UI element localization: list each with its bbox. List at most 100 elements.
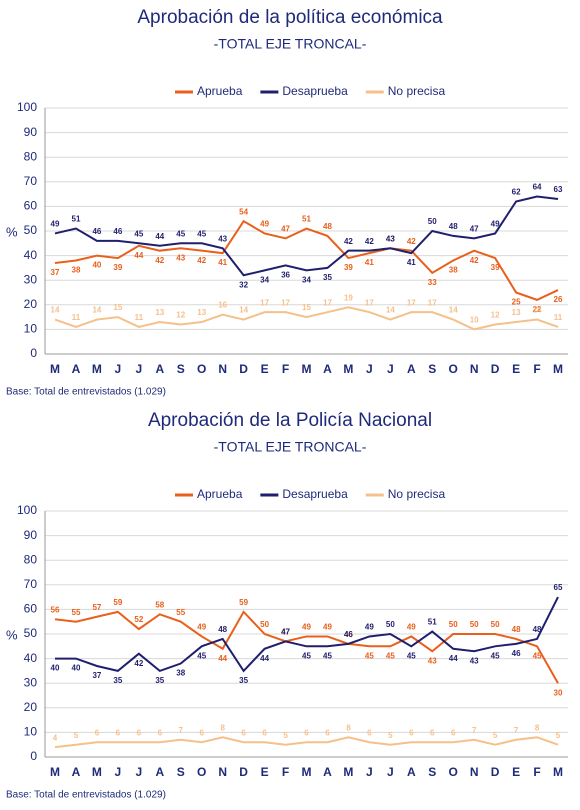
x-tick-label: O bbox=[449, 765, 458, 779]
data-label: 40 bbox=[92, 261, 101, 270]
data-label: 45 bbox=[197, 229, 206, 238]
y-tick-label: 80 bbox=[24, 552, 38, 566]
data-label: 11 bbox=[554, 313, 563, 322]
data-label: 17 bbox=[281, 298, 290, 307]
data-label: 26 bbox=[554, 295, 563, 304]
data-label: 39 bbox=[491, 263, 500, 272]
series-line bbox=[55, 596, 559, 673]
data-label: 48 bbox=[533, 625, 542, 634]
x-tick-label: D bbox=[239, 362, 248, 376]
series-line bbox=[54, 736, 559, 749]
legend-label: No precisa bbox=[388, 487, 446, 501]
data-label: 5 bbox=[493, 731, 498, 740]
series-line bbox=[54, 195, 559, 277]
y-tick-label: 80 bbox=[24, 149, 38, 163]
data-label: 51 bbox=[302, 215, 311, 224]
x-tick-label: A bbox=[323, 765, 332, 779]
data-label: 17 bbox=[365, 298, 374, 307]
x-tick-label: M bbox=[343, 362, 353, 376]
data-label: 25 bbox=[512, 298, 521, 307]
x-tick-label: E bbox=[512, 362, 520, 376]
data-label: 15 bbox=[113, 303, 122, 312]
data-label: 6 bbox=[367, 728, 372, 737]
data-label: 6 bbox=[304, 728, 309, 737]
data-label: 35 bbox=[155, 676, 164, 685]
x-tick-label: S bbox=[177, 362, 185, 376]
data-label: 38 bbox=[449, 266, 458, 275]
data-label: 13 bbox=[512, 308, 521, 317]
data-label: 5 bbox=[388, 731, 393, 740]
data-label: 55 bbox=[72, 608, 81, 617]
legend-label: No precisa bbox=[388, 84, 446, 98]
x-tick-label: S bbox=[428, 362, 436, 376]
data-label: 45 bbox=[176, 229, 185, 238]
data-label: 16 bbox=[218, 301, 227, 310]
data-label: 35 bbox=[323, 273, 332, 282]
data-label: 44 bbox=[260, 654, 269, 663]
y-tick-label: 30 bbox=[24, 272, 38, 286]
data-label: 7 bbox=[514, 726, 519, 735]
data-label: 44 bbox=[218, 654, 227, 663]
data-label: 47 bbox=[470, 224, 479, 233]
data-label: 50 bbox=[470, 620, 479, 629]
data-label: 17 bbox=[260, 298, 269, 307]
data-label: 46 bbox=[512, 649, 521, 658]
data-label: 45 bbox=[491, 651, 500, 660]
x-tick-label: N bbox=[218, 765, 227, 779]
data-label: 51 bbox=[428, 618, 437, 627]
x-tick-label: F bbox=[282, 362, 289, 376]
data-label: 12 bbox=[491, 311, 500, 320]
data-label: 42 bbox=[134, 659, 143, 668]
data-label: 45 bbox=[302, 651, 311, 660]
data-label: 6 bbox=[430, 728, 435, 737]
data-label: 55 bbox=[176, 608, 185, 617]
data-label: 43 bbox=[386, 234, 395, 243]
data-label: 49 bbox=[407, 623, 416, 632]
data-label: 65 bbox=[554, 583, 563, 592]
data-label: 46 bbox=[113, 227, 122, 236]
x-tick-label: S bbox=[428, 765, 436, 779]
data-label: 49 bbox=[323, 623, 332, 632]
data-label: 8 bbox=[535, 723, 540, 732]
chart-title: Aprobación de la política económica bbox=[137, 7, 443, 28]
data-label: 43 bbox=[386, 234, 395, 243]
data-label: 46 bbox=[344, 630, 353, 639]
data-label: 47 bbox=[281, 627, 290, 636]
y-tick-label: 100 bbox=[17, 100, 37, 114]
x-tick-label: D bbox=[491, 765, 500, 779]
data-label: 8 bbox=[346, 723, 351, 732]
x-tick-label: J bbox=[387, 765, 394, 779]
legend-label: Aprueba bbox=[197, 84, 243, 98]
x-tick-label: J bbox=[387, 362, 394, 376]
data-label: 32 bbox=[239, 280, 248, 289]
data-label: 14 bbox=[51, 306, 60, 315]
data-label: 44 bbox=[449, 654, 458, 663]
data-label: 54 bbox=[239, 207, 248, 216]
data-label: 43 bbox=[176, 253, 185, 262]
x-tick-label: E bbox=[261, 362, 269, 376]
data-label: 12 bbox=[176, 311, 185, 320]
x-tick-label: J bbox=[366, 362, 373, 376]
data-label: 59 bbox=[239, 598, 248, 607]
data-label: 42 bbox=[470, 256, 479, 265]
data-label: 50 bbox=[386, 620, 395, 629]
data-label: 41 bbox=[407, 258, 416, 267]
y-tick-label: 60 bbox=[24, 199, 38, 213]
data-label: 13 bbox=[197, 308, 206, 317]
x-tick-label: F bbox=[282, 765, 289, 779]
data-label: 56 bbox=[51, 605, 60, 614]
data-label: 49 bbox=[260, 220, 269, 229]
data-label: 14 bbox=[92, 306, 101, 315]
data-label: 45 bbox=[197, 651, 206, 660]
data-label: 14 bbox=[386, 306, 395, 315]
data-label: 40 bbox=[72, 664, 81, 673]
data-label: 44 bbox=[134, 251, 143, 260]
data-label: 14 bbox=[449, 306, 458, 315]
data-label: 6 bbox=[409, 728, 414, 737]
data-label: 46 bbox=[92, 227, 101, 236]
data-label: 37 bbox=[51, 268, 60, 277]
data-label: 49 bbox=[491, 220, 500, 229]
y-tick-label: 10 bbox=[24, 322, 38, 336]
data-label: 15 bbox=[302, 303, 311, 312]
data-label: 39 bbox=[113, 263, 122, 272]
